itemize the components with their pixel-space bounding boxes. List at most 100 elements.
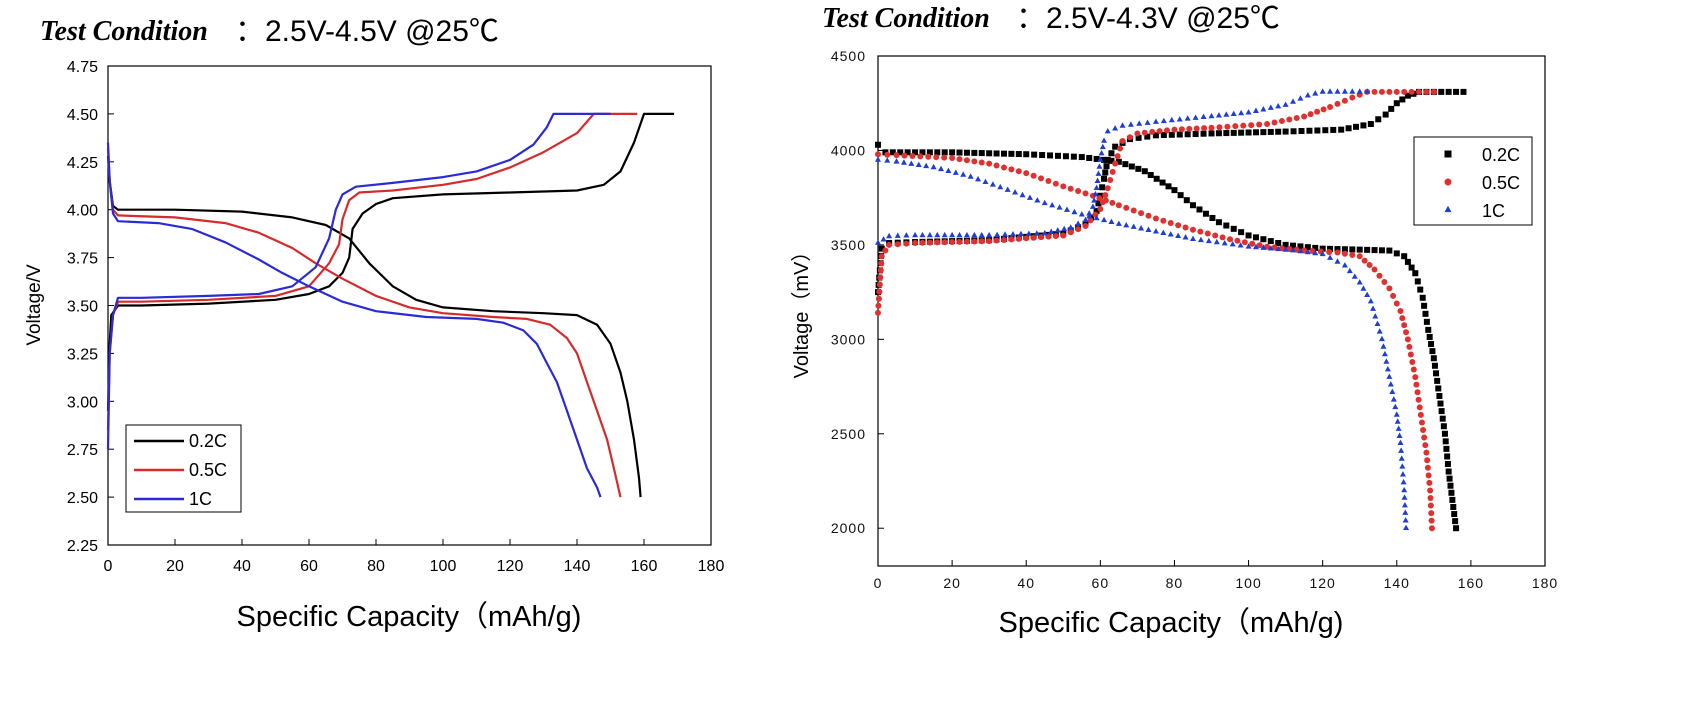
right-point-0.2C-discharge — [1440, 423, 1447, 430]
right-point-1C-charge — [1160, 117, 1167, 124]
right-point-0.2C-discharge — [1267, 238, 1274, 245]
right-point-0.2C-discharge — [1054, 152, 1061, 159]
right-point-0.5C-charge — [1256, 121, 1263, 128]
right-point-0.5C-discharge — [1045, 178, 1052, 185]
right-point-0.2C-charge — [1192, 130, 1199, 137]
right-point-1C-charge — [1282, 101, 1289, 107]
right-point-0.2C-charge — [1445, 88, 1452, 95]
right-point-0.2C-discharge — [1312, 244, 1319, 251]
right-point-1C-charge — [1304, 92, 1311, 98]
right-point-1C-discharge — [1397, 439, 1404, 446]
right-point-1C-discharge — [1402, 517, 1409, 523]
right-point-0.5C-discharge — [1189, 226, 1196, 233]
right-point-0.5C-discharge — [1167, 219, 1174, 226]
right-point-0.2C-discharge — [1412, 270, 1419, 277]
right-point-0.2C-discharge — [1230, 225, 1237, 232]
right-point-1C-discharge — [1401, 501, 1408, 508]
right-point-0.5C-charge — [1067, 229, 1074, 236]
right-point-0.5C-charge — [949, 239, 956, 246]
right-point-1C-discharge — [1237, 242, 1244, 248]
right-point-0.2C-discharge — [904, 149, 911, 156]
right-x-tick-label: 100 — [1235, 575, 1261, 591]
left-x-tick-label: 0 — [104, 558, 113, 575]
right-point-0.5C-charge — [1216, 124, 1223, 131]
right-point-0.5C-discharge — [1326, 248, 1333, 255]
right-point-1C-discharge — [1390, 396, 1397, 402]
right-point-1C-charge — [1238, 109, 1245, 116]
right-point-0.5C-discharge — [1409, 359, 1416, 365]
right-point-1C-charge — [903, 232, 910, 238]
right-point-0.2C-discharge — [889, 149, 896, 156]
right-point-1C-charge — [1089, 203, 1096, 209]
right-point-0.2C-charge — [1375, 116, 1382, 123]
right-point-0.2C-discharge — [978, 150, 985, 157]
right-point-0.2C-discharge — [1417, 286, 1424, 293]
right-point-0.2C-discharge — [1393, 250, 1400, 257]
right-point-0.2C-charge — [1101, 175, 1108, 182]
right-x-tick-label: 120 — [1309, 575, 1335, 591]
right-point-1C-discharge — [1389, 388, 1396, 395]
right-point-0.2C-discharge — [1015, 151, 1022, 158]
right-point-0.5C-discharge — [1219, 234, 1226, 241]
right-point-0.2C-charge — [1223, 130, 1230, 137]
right-point-0.5C-discharge — [1425, 472, 1432, 479]
right-point-0.2C-discharge — [1153, 175, 1160, 182]
right-point-0.2C-charge — [1367, 121, 1374, 127]
right-point-0.5C-discharge — [1023, 170, 1030, 177]
right-point-0.2C-discharge — [1023, 151, 1030, 158]
right-point-0.5C-discharge — [1410, 366, 1417, 373]
right-point-1C-discharge — [1380, 343, 1387, 349]
right-point-1C-discharge — [1175, 232, 1182, 238]
right-point-1C-discharge — [1245, 243, 1252, 249]
right-point-1C-discharge — [1341, 262, 1348, 268]
right-legend-swatch — [1444, 150, 1452, 158]
right-x-tick-label: 160 — [1458, 575, 1484, 591]
right-point-0.2C-discharge — [1349, 246, 1356, 253]
right-point-1C-charge — [1127, 121, 1134, 127]
right-point-1C-charge — [886, 232, 893, 239]
right-point-1C-discharge — [1086, 212, 1093, 219]
right-point-0.2C-charge — [1322, 127, 1329, 134]
right-point-0.5C-charge — [1193, 125, 1200, 132]
right-point-1C-discharge — [1160, 229, 1167, 235]
left-x-tick-label: 80 — [367, 558, 385, 575]
left-x-tick-label: 100 — [430, 558, 457, 575]
right-point-1C-discharge — [1071, 208, 1078, 215]
right-legend-swatch — [1444, 178, 1452, 186]
right-x-axis-label: Specific Capacity（mAh/g) — [999, 607, 1344, 639]
right-point-0.2C-discharge — [1386, 247, 1393, 254]
right-point-1C-discharge — [1229, 241, 1236, 247]
right-point-0.5C-discharge — [1349, 251, 1356, 258]
right-point-1C-discharge — [945, 167, 952, 174]
right-point-0.5C-charge — [1271, 119, 1278, 126]
right-point-0.2C-discharge — [1419, 294, 1426, 301]
right-point-0.5C-charge — [1164, 127, 1171, 134]
right-point-1C-discharge — [1034, 197, 1041, 203]
right-point-1C-discharge — [1403, 524, 1410, 531]
right-point-0.5C-charge — [903, 240, 910, 247]
right-point-1C-discharge — [1063, 206, 1070, 212]
right-point-1C-discharge — [1360, 285, 1367, 291]
right-point-1C-discharge — [1395, 425, 1402, 431]
left-chart: Test Condition ：2.5V-4.5V @25℃ 0 20 40 60 80… — [24, 15, 724, 633]
right-point-0.5C-discharge — [1030, 172, 1037, 179]
right-point-0.5C-charge — [876, 281, 883, 288]
right-point-0.2C-discharge — [971, 149, 978, 156]
right-point-0.5C-charge — [1104, 185, 1111, 192]
right-point-0.2C-charge — [1360, 122, 1367, 129]
right-point-0.5C-charge — [1232, 123, 1239, 130]
right-point-0.5C-discharge — [993, 162, 1000, 169]
right-point-1C-discharge — [1197, 236, 1204, 243]
right-point-0.2C-discharge — [941, 149, 948, 156]
right-point-0.5C-charge — [1149, 128, 1156, 135]
right-point-0.2C-charge — [1353, 123, 1360, 130]
right-point-0.2C-charge — [1200, 130, 1207, 137]
left-y-tick-label: 4.75 — [67, 59, 98, 76]
right-point-0.5C-charge — [1320, 106, 1327, 113]
right-point-0.2C-charge — [1144, 133, 1151, 140]
right-point-1C-discharge — [1356, 279, 1363, 285]
right-point-0.5C-discharge — [1341, 250, 1348, 257]
right-point-1C-charge — [1260, 106, 1267, 112]
right-point-1C-charge — [880, 236, 887, 242]
right-point-1C-discharge — [1394, 418, 1401, 424]
